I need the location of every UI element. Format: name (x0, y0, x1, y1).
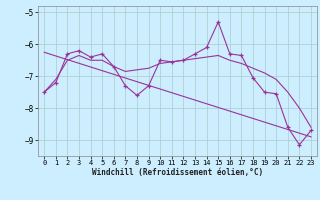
X-axis label: Windchill (Refroidissement éolien,°C): Windchill (Refroidissement éolien,°C) (92, 168, 263, 177)
